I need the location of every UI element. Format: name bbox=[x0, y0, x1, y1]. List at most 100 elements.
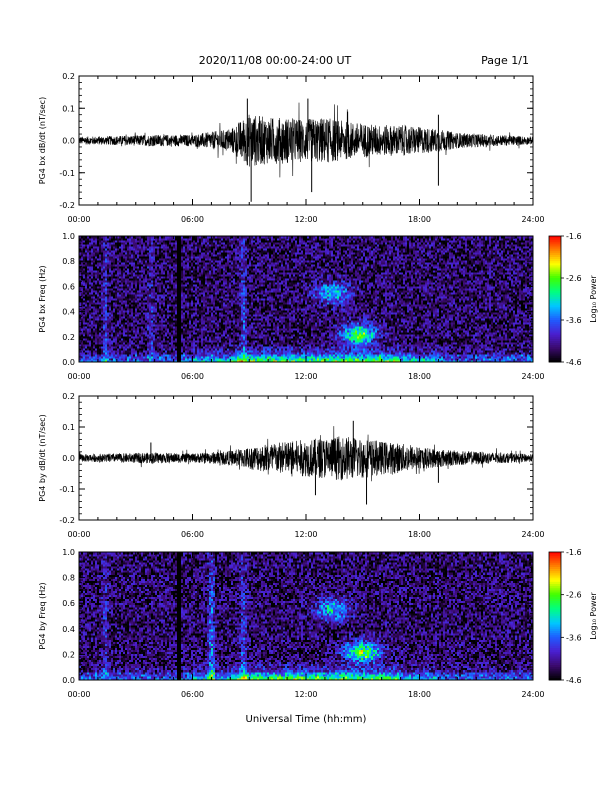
y-tick-label: 0.0 bbox=[62, 137, 75, 146]
spectrogram-cell bbox=[127, 274, 130, 277]
spectrogram-cell bbox=[83, 328, 86, 331]
spectrogram-cell bbox=[177, 310, 180, 313]
spectrogram-cell bbox=[161, 280, 164, 283]
spectrogram-cell bbox=[79, 334, 82, 337]
spectrogram-cell bbox=[125, 294, 128, 297]
spectrogram-cell bbox=[153, 270, 156, 273]
spectrogram-cell bbox=[79, 264, 82, 267]
spectrogram-cell bbox=[147, 268, 150, 271]
spectrogram-cell bbox=[117, 322, 120, 325]
spectrogram-cell bbox=[95, 238, 98, 241]
spectrogram-cell bbox=[159, 292, 162, 295]
spectrogram-cell bbox=[151, 338, 154, 341]
spectrogram-cell bbox=[175, 324, 178, 327]
spectrogram-cell bbox=[115, 308, 118, 311]
spectrogram-cell bbox=[133, 356, 136, 359]
spectrogram-cell bbox=[111, 304, 114, 307]
spectrogram-cell bbox=[117, 282, 120, 285]
spectrogram-cell bbox=[163, 316, 166, 319]
spectrogram-cell bbox=[101, 334, 104, 337]
spectrogram-cell bbox=[165, 296, 168, 299]
spectrogram-cell bbox=[121, 346, 124, 349]
spectrogram-cell bbox=[163, 262, 166, 265]
spectrogram-cell bbox=[85, 276, 88, 279]
spectrogram-cell bbox=[121, 354, 124, 357]
spectrogram-cell bbox=[167, 344, 170, 347]
spectrogram-cell bbox=[133, 292, 136, 295]
spectrogram-cell bbox=[117, 242, 120, 245]
spectrogram-cell bbox=[131, 320, 134, 323]
spectrogram-cell bbox=[129, 260, 132, 263]
spectrogram-cell bbox=[87, 248, 90, 251]
spectrogram-cell bbox=[89, 250, 92, 253]
spectrogram-cell bbox=[87, 304, 90, 307]
spectrogram-cell bbox=[117, 330, 120, 333]
spectrogram-cell bbox=[153, 268, 156, 271]
spectrogram-cell bbox=[119, 328, 122, 331]
spectrogram-cell bbox=[111, 272, 114, 275]
spectrogram-cell bbox=[107, 326, 110, 329]
spectrogram-cell bbox=[93, 356, 96, 359]
spectrogram-cell bbox=[139, 252, 142, 255]
spectrogram-cell bbox=[141, 278, 144, 281]
spectrogram-cell bbox=[97, 354, 100, 357]
spectrogram-cell bbox=[85, 258, 88, 261]
spectrogram-cell bbox=[95, 356, 98, 359]
spectrogram-cell bbox=[143, 238, 146, 241]
spectrogram-cell bbox=[127, 246, 130, 249]
spectrogram-cell bbox=[113, 306, 116, 309]
spectrogram-cell bbox=[91, 332, 94, 335]
spectrogram-cell bbox=[175, 238, 178, 241]
spectrogram-cells bbox=[79, 236, 534, 363]
spectrogram-cell bbox=[171, 254, 174, 257]
spectrogram-cell bbox=[83, 340, 86, 343]
spectrogram-cell bbox=[95, 240, 98, 243]
spectrogram-cell bbox=[137, 294, 140, 297]
spectrogram-cell bbox=[151, 240, 154, 243]
spectrogram-cell bbox=[83, 360, 86, 363]
spectrogram-cell bbox=[145, 272, 148, 275]
spectrogram-cell bbox=[101, 246, 104, 249]
spectrogram-cell bbox=[93, 340, 96, 343]
spectrogram-cell bbox=[93, 310, 96, 313]
spectrogram-cell bbox=[133, 238, 136, 241]
spectrogram-cell bbox=[121, 264, 124, 267]
spectrogram-cell bbox=[123, 312, 126, 315]
spectrogram-cell bbox=[141, 320, 144, 323]
spectrogram-cell bbox=[141, 342, 144, 345]
spectrogram-cell bbox=[95, 236, 98, 239]
spectrogram-cell bbox=[161, 268, 164, 271]
spectrogram-cell bbox=[119, 320, 122, 323]
spectrogram-cell bbox=[109, 302, 112, 305]
spectrogram-cell bbox=[109, 290, 112, 293]
spectrogram-cell bbox=[165, 290, 168, 293]
spectrogram-cell bbox=[169, 284, 172, 287]
spectrogram-cell bbox=[171, 296, 174, 299]
spectrogram-cell bbox=[149, 316, 152, 319]
spectrogram-cell bbox=[131, 254, 134, 257]
spectrogram-cell bbox=[103, 298, 106, 301]
spectrogram-cell bbox=[87, 332, 90, 335]
spectrogram-cell bbox=[131, 316, 134, 319]
spectrogram-cell bbox=[93, 354, 96, 357]
spectrogram-cell bbox=[139, 336, 142, 339]
spectrogram-cell bbox=[177, 336, 180, 339]
spectrogram-cell bbox=[153, 356, 156, 359]
spectrogram-cell bbox=[133, 350, 136, 353]
spectrogram-cell bbox=[115, 320, 118, 323]
spectrogram-cell bbox=[113, 308, 116, 311]
spectrogram-cell bbox=[173, 262, 176, 265]
spectrogram-cell bbox=[107, 352, 110, 355]
spectrogram-cell bbox=[109, 266, 112, 269]
spectrogram-cell bbox=[119, 250, 122, 253]
spectrogram-cell bbox=[113, 242, 116, 245]
spectrogram-cell bbox=[175, 340, 178, 343]
spectrogram-cell bbox=[159, 330, 162, 333]
spectrogram-cell bbox=[149, 274, 152, 277]
spectrogram-cell bbox=[153, 328, 156, 331]
spectrogram-cell bbox=[99, 306, 102, 309]
spectrogram-cell bbox=[167, 340, 170, 343]
spectrogram-cell bbox=[129, 254, 132, 257]
spectrogram-cell bbox=[79, 326, 82, 329]
spectrogram-cell bbox=[153, 342, 156, 345]
